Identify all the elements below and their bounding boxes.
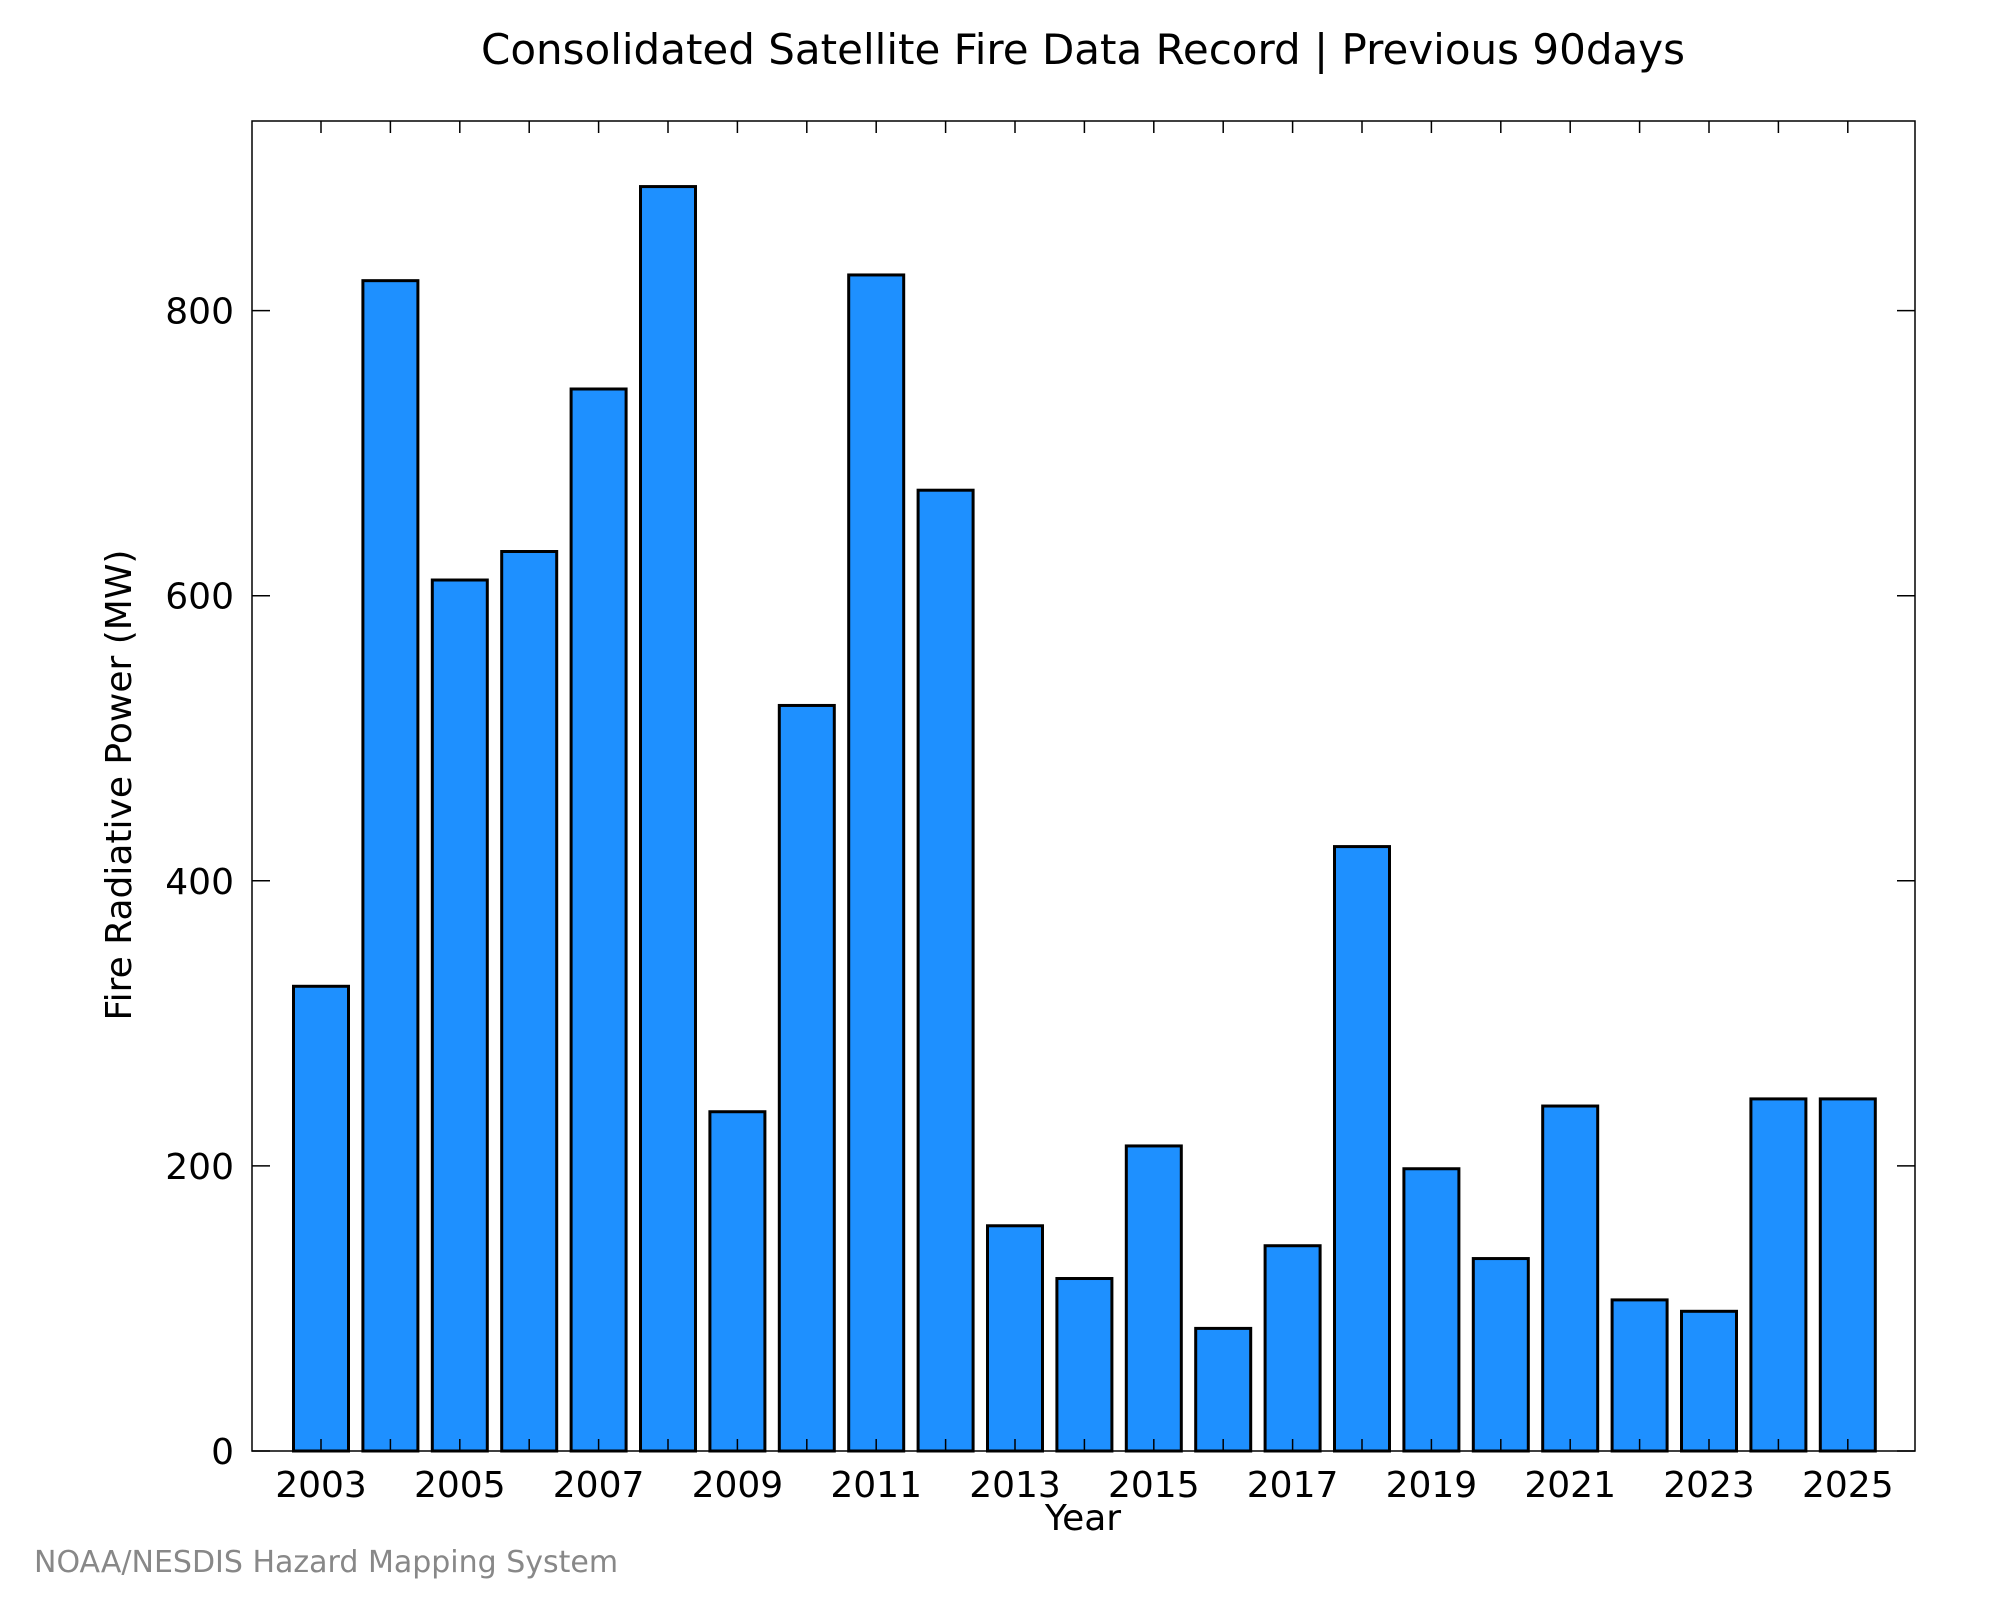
x-tick-label: 2023 [1663,1465,1755,1506]
x-tick-label: 2009 [692,1465,784,1506]
y-tick-label: 600 [165,577,234,618]
bar-2024 [1749,1097,1808,1453]
credit-text: NOAA/NESDIS Hazard Mapping System [34,1545,618,1580]
x-tick-label: 2003 [275,1465,367,1506]
bar-2008 [639,185,697,1453]
bar-2020 [1471,1257,1530,1453]
plot-frame [251,120,1916,1452]
bar-2006 [500,550,559,1453]
bars-group [292,185,1877,1453]
bar-2016 [1194,1326,1253,1453]
x-tick-label: 2019 [1386,1465,1478,1506]
bar-2003 [292,984,350,1453]
y-axis-label: Fire Radiative Power (MW) [99,550,140,1021]
y-tick-label: 200 [165,1147,234,1188]
x-tick-label: 2011 [830,1465,922,1506]
bar-2014 [1055,1277,1114,1453]
bar-2022 [1610,1298,1669,1453]
chart-title: Consolidated Satellite Fire Data Record … [481,25,1685,74]
x-tick-label: 2015 [1108,1465,1200,1506]
bar-2021 [1541,1104,1600,1453]
x-tick-label: 2017 [1247,1465,1339,1506]
bar-2004 [361,279,420,1453]
bar-2015 [1124,1144,1183,1453]
x-tick-label: 2013 [969,1465,1061,1506]
x-axis-label: Year [1044,1498,1121,1539]
x-tick-label: 2007 [553,1465,645,1506]
bar-2010 [777,703,836,1453]
y-tick-label: 400 [165,862,234,903]
bar-2017 [1263,1244,1322,1453]
x-tick-label: 2025 [1802,1465,1894,1506]
bar-2011 [847,273,906,1453]
x-ticks-group: 2003 2005 2007 2009 2011 2013 2015 2017 2019 2021… [275,121,1894,1506]
bar-2007 [569,387,628,1453]
bar-2023 [1680,1309,1738,1453]
y-ticks-group: 0 200 400 600 800 [165,292,1915,1473]
bar-2009 [708,1110,767,1453]
bar-2012 [916,488,975,1453]
y-tick-label: 0 [211,1432,234,1473]
bar-2005 [430,578,489,1453]
x-tick-label: 2005 [414,1465,506,1506]
bar-2018 [1333,845,1391,1453]
x-tick-label: 2021 [1524,1465,1616,1506]
bar-2025 [1818,1097,1877,1453]
bar-2019 [1402,1167,1461,1453]
bar-2013 [986,1224,1044,1453]
y-tick-label: 800 [165,292,234,333]
